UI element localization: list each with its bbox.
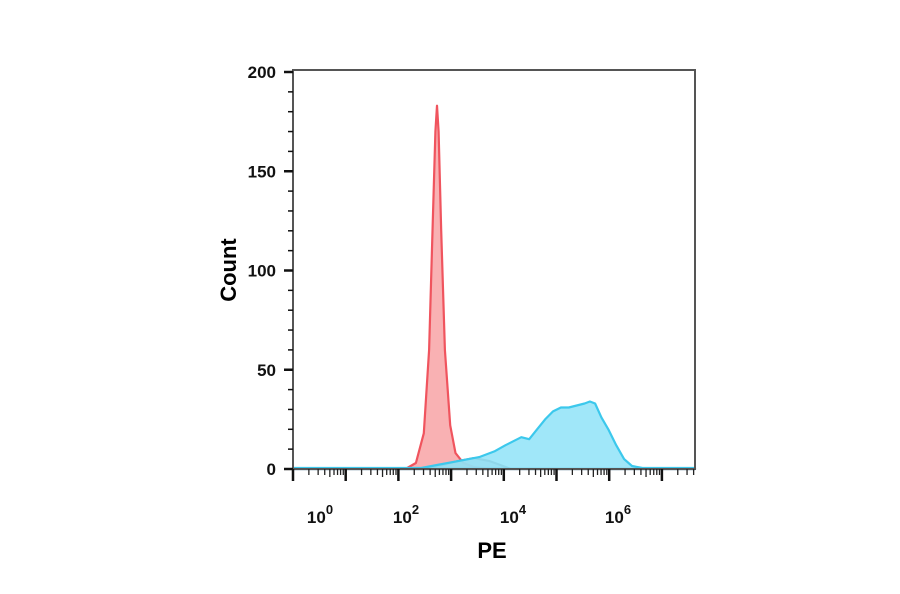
y-tick-label: 50 — [257, 361, 276, 380]
y-axis-title: Count — [216, 238, 241, 302]
y-tick-label: 200 — [248, 63, 276, 82]
series-sample — [291, 400, 697, 471]
plot-frame — [292, 69, 696, 470]
x-tick-label: 102 — [393, 502, 419, 527]
y-tick-label: 0 — [267, 460, 276, 479]
y-tick-label: 150 — [248, 162, 276, 181]
x-axis: 100 102 104 106 — [291, 469, 695, 527]
histogram-series — [291, 104, 697, 471]
y-tick-label: 100 — [248, 262, 276, 281]
series-negative-control — [291, 104, 697, 471]
x-tick-label: 100 — [307, 502, 333, 527]
x-axis-title: PE — [477, 538, 506, 563]
x-tick-label: 104 — [500, 502, 527, 527]
y-axis: 0 50 100 150 200 — [248, 63, 293, 479]
x-tick-label: 106 — [605, 502, 631, 527]
